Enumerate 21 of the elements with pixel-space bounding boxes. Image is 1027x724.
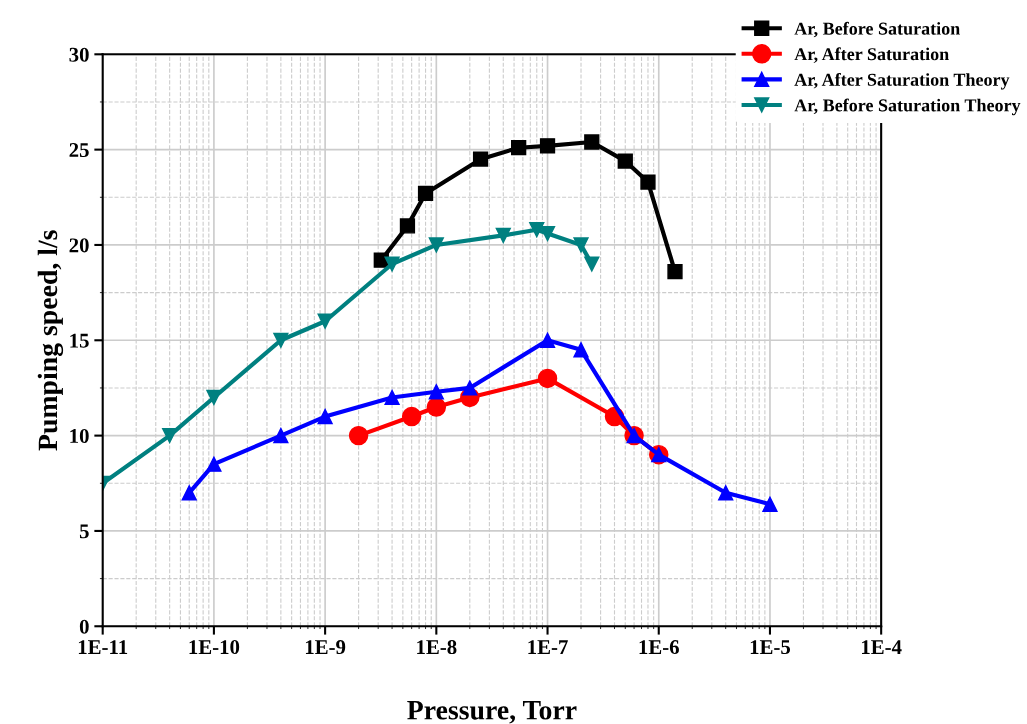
y-tick-label: 5 [79,524,89,539]
x-axis-title: Pressure, Torr [407,701,577,724]
y-tick-label: 25 [69,143,89,158]
y-axis-title: Pumping speed, l/s [37,230,64,451]
x-tick-label: 1E-8 [417,640,457,655]
y-tick-label: 15 [70,333,89,348]
x-tick-label: 1E-6 [639,640,679,655]
y-tick-label: 10 [70,428,89,444]
y-tick-label: 0 [79,619,89,634]
x-tick-label: 1E-4 [862,640,902,654]
legend-label: Ar, Before Saturation Theory [794,98,1021,116]
legend-label: Ar, After Saturation Theory [794,72,1010,90]
x-tick-label: 1E-11 [78,640,128,654]
y-tick-label: 20 [69,238,89,253]
y-tick-label: 30 [69,47,89,62]
x-tick-label: 1E-9 [305,640,346,655]
legend-label: Ar, After Saturation [794,47,949,63]
x-tick-label: 1E-10 [189,640,240,655]
x-tick-label: 1E-7 [528,640,568,654]
x-tick-label: 1E-5 [750,640,791,655]
legend-label: Ar, Before Saturation [794,21,960,38]
